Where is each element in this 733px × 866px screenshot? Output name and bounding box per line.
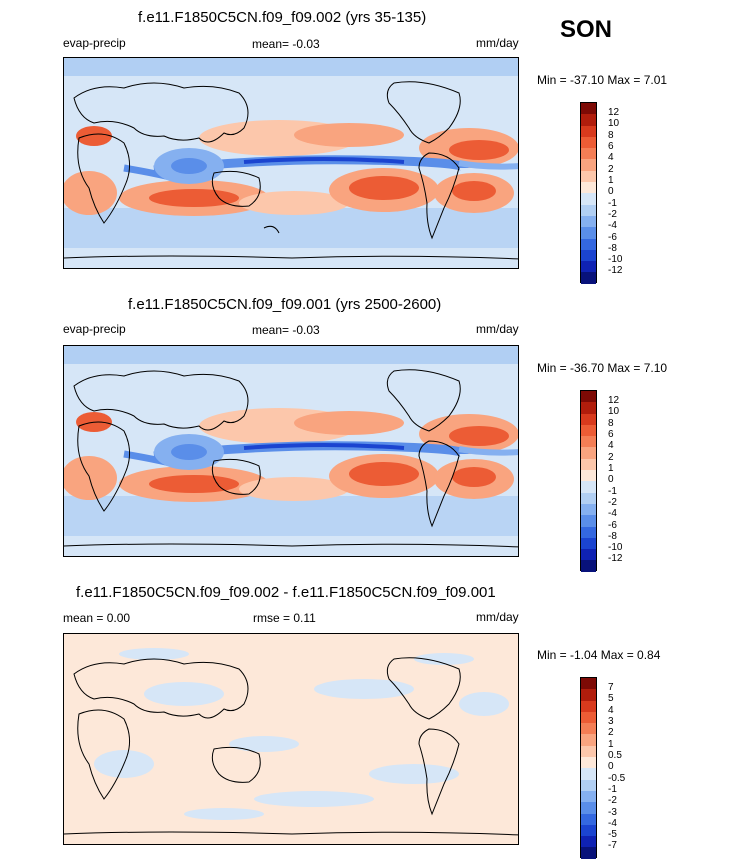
panel1-colorbar-label: -6 [608, 232, 617, 243]
panel2-minmax: Min = -36.70 Max = 7.10 [537, 361, 668, 375]
panel3-colorbar-label: 0.5 [608, 750, 622, 761]
panel2-colorbar-label: -6 [608, 520, 617, 531]
panel3-colorbar-label: -5 [608, 829, 617, 840]
panel2-colorbar-label: 0 [608, 474, 614, 485]
panel3-mean-label: mean = 0.00 [63, 611, 131, 625]
panel1-colorbar-label: 6 [608, 141, 614, 152]
panel1-colorbar-label: 1 [608, 175, 614, 186]
panel1-colorbar-label: 8 [608, 130, 614, 141]
panel2-colorbar-label: -4 [608, 508, 617, 519]
panel2-variable-label: evap-precip [63, 322, 126, 336]
panel1-colorbar-label: 0 [608, 186, 614, 197]
panel1-colorbar-label: -10 [608, 254, 623, 265]
season-label: SON [560, 16, 613, 43]
panel1-minmax: Min = -37.10 Max = 7.01 [537, 73, 668, 87]
panel2-colorbar-label: 4 [608, 440, 614, 451]
panel1-colorbar [580, 102, 597, 284]
panel3-colorbar-label: 5 [608, 693, 614, 704]
panel3-colorbar-label: -2 [608, 795, 617, 806]
panel1-colorbar-label: -12 [608, 265, 623, 276]
panel2-colorbar-label: -12 [608, 553, 623, 564]
panel3-units-label: mm/day [476, 610, 519, 624]
panel2-colorbar-label: 6 [608, 429, 614, 440]
panel3-title: f.e11.F1850C5CN.f09_f09.002 - f.e11.F185… [76, 584, 496, 601]
panel1-colorbar-label: 2 [608, 164, 614, 175]
panel1-title: f.e11.F1850C5CN.f09_f09.002 (yrs 35-135) [138, 9, 427, 26]
panel1-units-label: mm/day [476, 36, 519, 50]
panel2-colorbar-label: -2 [608, 497, 617, 508]
panel3-colorbar [580, 677, 597, 859]
panel2-colorbar-label: 1 [608, 463, 614, 474]
panel3-colorbar-label: -0.5 [608, 773, 626, 784]
panel1-colorbar-label: -4 [608, 220, 617, 231]
panel3-colorbar-label: 3 [608, 716, 614, 727]
panel3-colorbar-label: 1 [608, 739, 614, 750]
panel2-colorbar-label: 2 [608, 452, 614, 463]
panel2-mean-label: mean= -0.03 [252, 323, 320, 337]
panel2-colorbar-label: -1 [608, 486, 617, 497]
panel1-colorbar-label: 12 [608, 107, 620, 118]
panel1-colorbar-label: 4 [608, 152, 614, 163]
panel3-colorbar-label: 7 [608, 682, 614, 693]
panel3-colorbar-label: -3 [608, 807, 617, 818]
panel3-colorbar-label: 2 [608, 727, 614, 738]
panel2-colorbar-label: 8 [608, 418, 614, 429]
panel3-colorbar-label: 4 [608, 705, 614, 716]
panel3-minmax: Min = -1.04 Max = 0.84 [537, 648, 661, 662]
panel2-title: f.e11.F1850C5CN.f09_f09.001 (yrs 2500-26… [128, 296, 442, 313]
panel1-mean-label: mean= -0.03 [252, 37, 320, 51]
panel1-colorbar-label: -2 [608, 209, 617, 220]
panel2-colorbar-label: -10 [608, 542, 623, 553]
panel3-colorbar-label: -1 [608, 784, 617, 795]
panel2-colorbar [580, 390, 597, 572]
panel2-colorbar-label: -8 [608, 531, 617, 542]
panel3-rmse-label: rmse = 0.11 [253, 611, 316, 625]
panel3-map [63, 633, 519, 845]
panel2-map [63, 345, 519, 557]
panel3-colorbar-label: 0 [608, 761, 614, 772]
panel2-colorbar-label: 12 [608, 395, 620, 406]
panel1-variable-label: evap-precip [63, 36, 126, 50]
panel3-colorbar-label: -4 [608, 818, 617, 829]
panel1-map [63, 57, 519, 269]
panel2-colorbar-label: 10 [608, 406, 620, 417]
panel1-colorbar-label: -8 [608, 243, 617, 254]
panel2-units-label: mm/day [476, 322, 519, 336]
panel1-colorbar-label: 10 [608, 118, 620, 129]
panel3-colorbar-label: -7 [608, 840, 617, 851]
panel1-colorbar-label: -1 [608, 198, 617, 209]
